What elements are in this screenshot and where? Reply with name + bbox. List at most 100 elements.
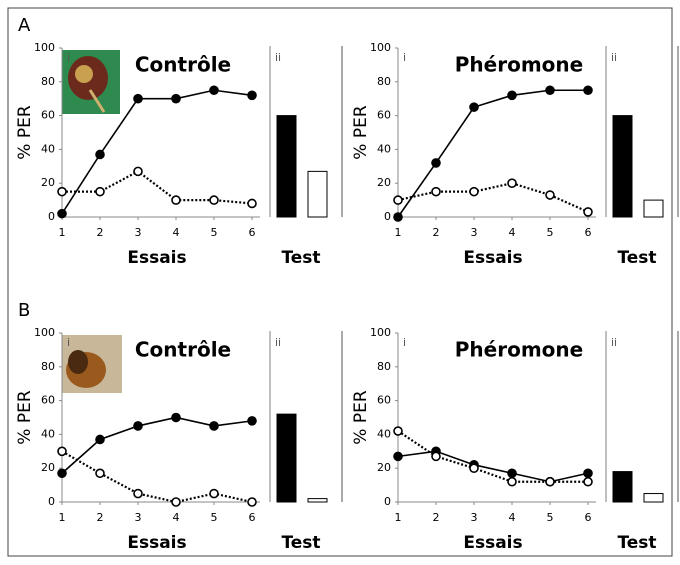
x-tick-label: 6: [249, 511, 256, 524]
x-axis-label: Test: [617, 533, 656, 553]
data-point: [583, 85, 593, 96]
data-point: [247, 90, 257, 101]
data-point: [431, 451, 441, 462]
data-point: [171, 195, 181, 205]
x-axis-label: Essais: [463, 248, 522, 268]
bar: [643, 493, 664, 503]
y-tick-label: 0: [384, 495, 391, 508]
series-line: [62, 170, 253, 205]
data-point: [583, 476, 593, 487]
x-tick-label: 5: [211, 511, 218, 524]
bar: [612, 115, 633, 218]
y-tick-label: 100: [34, 326, 55, 339]
x-tick-label: 6: [585, 511, 592, 524]
bar: [276, 413, 297, 503]
bar: [612, 471, 633, 503]
data-point: [95, 434, 105, 445]
y-axis-label: % PER: [351, 390, 371, 445]
photo-bee-b: [62, 335, 122, 393]
data-point: [57, 186, 67, 197]
y-axis-label: % PER: [15, 105, 35, 160]
x-tick-label: 1: [395, 511, 402, 524]
x-tick-label: 2: [433, 511, 440, 524]
y-tick-label: 20: [41, 461, 55, 474]
data-point: [171, 93, 181, 104]
data-point: [583, 207, 593, 217]
data-point: [507, 90, 517, 101]
data-point: [393, 426, 403, 436]
data-point: [95, 186, 105, 197]
series-line: [397, 450, 589, 483]
data-point: [209, 421, 219, 431]
data-point: [469, 463, 479, 474]
y-tick-label: 100: [370, 41, 391, 54]
y-tick-label: 60: [377, 394, 391, 407]
data-point: [507, 468, 517, 479]
x-axis-label: Test: [281, 533, 320, 553]
panel-label: i: [67, 336, 70, 349]
data-point: [95, 149, 105, 160]
x-tick-label: 4: [173, 511, 180, 524]
data-point: [57, 468, 67, 479]
panel-label: i: [403, 51, 406, 64]
y-tick-label: 0: [48, 495, 55, 508]
x-axis-label: Essais: [463, 533, 522, 553]
y-tick-label: 0: [384, 210, 391, 223]
data-point: [469, 102, 479, 112]
series-line: [61, 450, 253, 504]
x-tick-label: 1: [395, 226, 402, 239]
data-point: [171, 497, 181, 507]
y-tick-label: 20: [377, 176, 391, 189]
y-axis-label: % PER: [15, 390, 35, 445]
y-tick-label: 80: [377, 75, 391, 88]
data-point: [393, 212, 403, 222]
chart-title: Phéromone: [455, 338, 583, 362]
data-point: [247, 497, 257, 507]
x-tick-label: 6: [249, 226, 256, 239]
y-tick-label: 80: [377, 360, 391, 373]
y-tick-label: 60: [377, 109, 391, 122]
y-tick-label: 80: [41, 75, 55, 88]
chart-title: Phéromone: [455, 53, 583, 77]
y-tick-label: 60: [41, 394, 55, 407]
figure-label: A: [18, 15, 31, 36]
chart-title: Contrôle: [135, 53, 231, 77]
x-tick-label: 2: [97, 226, 104, 239]
figure-label: B: [18, 300, 30, 321]
data-point: [133, 421, 143, 431]
y-tick-label: 20: [377, 461, 391, 474]
x-tick-label: 4: [509, 226, 516, 239]
x-axis-label: Test: [281, 248, 320, 268]
data-point: [171, 412, 181, 423]
data-point: [57, 208, 67, 219]
x-tick-label: 5: [547, 226, 554, 239]
x-tick-label: 2: [433, 226, 440, 239]
y-tick-label: 40: [41, 142, 55, 155]
x-tick-label: 1: [59, 226, 66, 239]
x-tick-label: 3: [135, 511, 142, 524]
bar: [276, 115, 297, 218]
data-point: [133, 488, 143, 499]
data-point: [95, 468, 105, 479]
data-point: [209, 195, 219, 205]
panel-label: ii: [611, 51, 617, 64]
x-tick-label: 6: [585, 226, 592, 239]
data-point: [431, 158, 441, 168]
y-axis-label: % PER: [351, 105, 371, 160]
x-tick-label: 2: [97, 511, 104, 524]
panel-label: ii: [275, 336, 281, 349]
data-point: [209, 488, 219, 499]
frame: [7, 7, 673, 557]
x-tick-label: 3: [471, 226, 478, 239]
panel-label: ii: [611, 336, 617, 349]
data-point: [133, 93, 143, 104]
series-line: [61, 89, 253, 215]
data-point: [507, 178, 517, 188]
x-tick-label: 4: [173, 226, 180, 239]
x-axis-label: Essais: [127, 248, 186, 268]
data-point: [431, 186, 441, 197]
y-tick-label: 40: [377, 142, 391, 155]
y-tick-label: 0: [48, 210, 55, 223]
data-point: [583, 468, 593, 479]
